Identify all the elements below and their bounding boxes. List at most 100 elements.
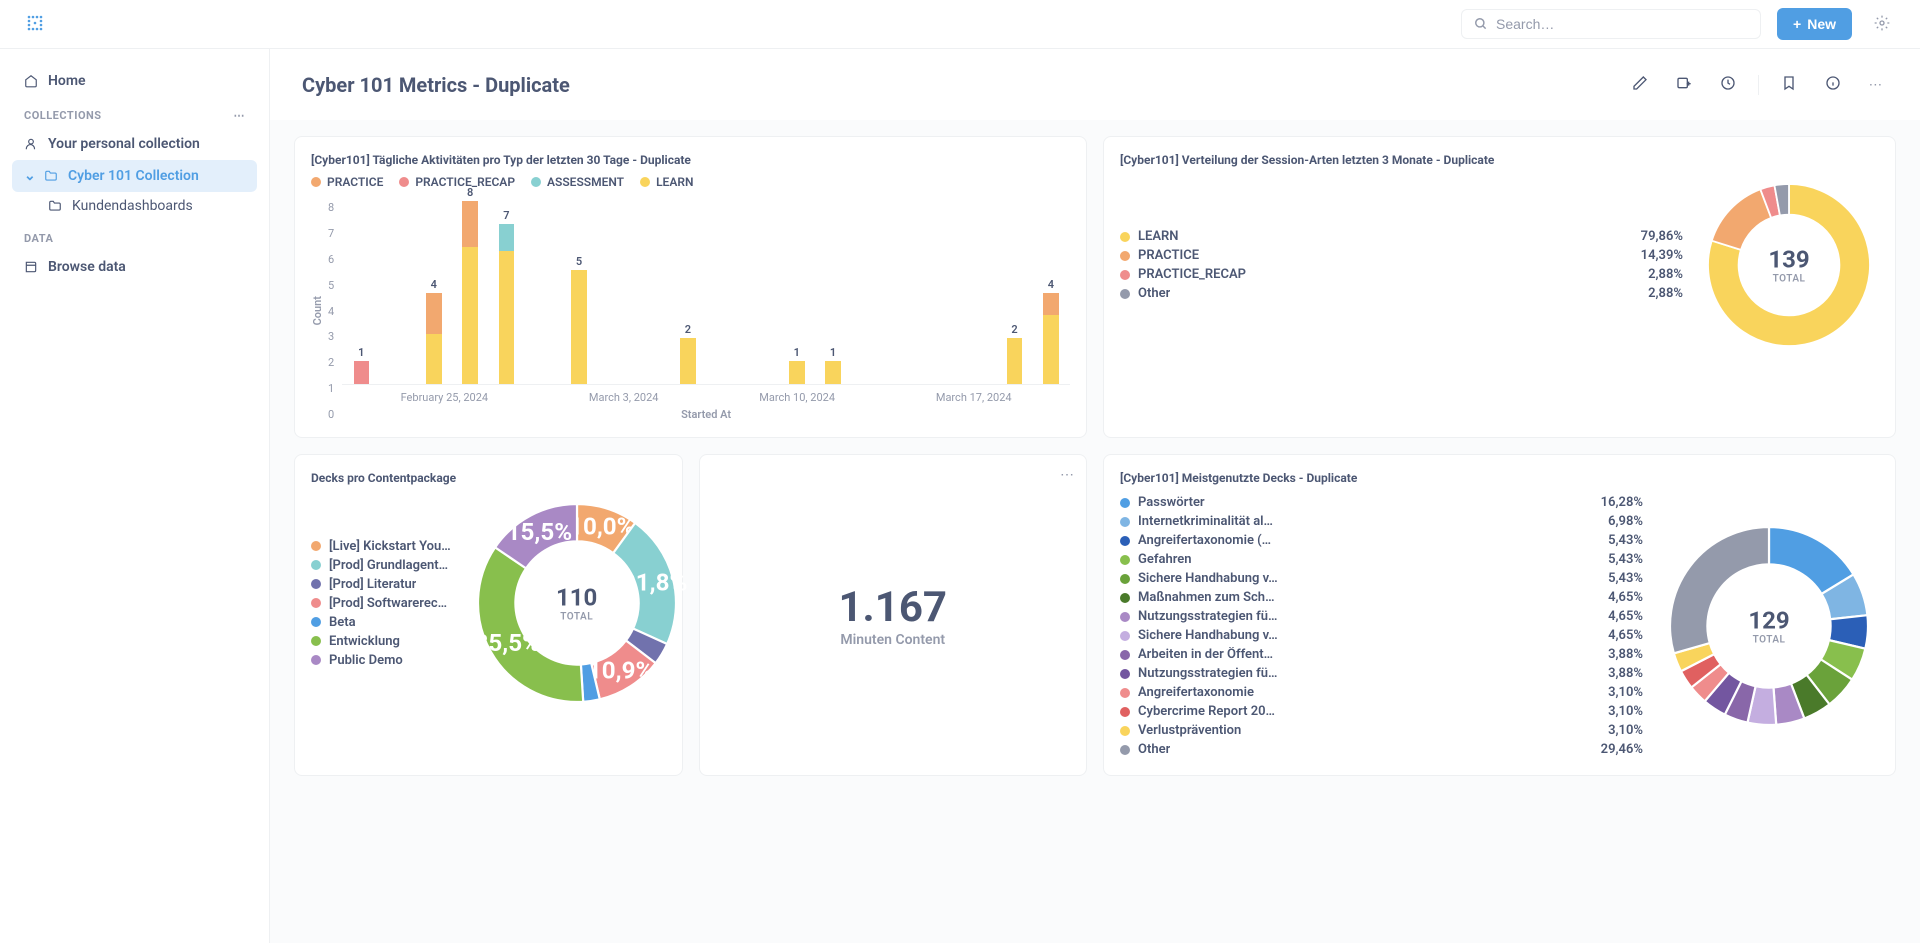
more-button[interactable]: ⋯ bbox=[1863, 71, 1888, 99]
legend-item[interactable]: ASSESSMENT bbox=[531, 175, 624, 189]
legend-item[interactable]: Arbeiten in der Öffent…3,88% bbox=[1120, 645, 1643, 664]
legend-item[interactable]: Maßnahmen zum Sch…4,65% bbox=[1120, 588, 1643, 607]
legend-item[interactable]: Angreifertaxonomie (…5,43% bbox=[1120, 531, 1643, 550]
sessions-donut-card: [Cyber101] Verteilung der Session-Arten … bbox=[1103, 136, 1896, 438]
legend-pct: 4,65% bbox=[1608, 590, 1643, 605]
y-axis-label: Count bbox=[311, 296, 324, 325]
legend-dot bbox=[1120, 232, 1130, 242]
legend-item[interactable]: Passwörter16,28% bbox=[1120, 493, 1643, 512]
bar-column[interactable] bbox=[749, 201, 771, 384]
legend-item[interactable]: Nutzungsstrategien fü…4,65% bbox=[1120, 607, 1643, 626]
edit-button[interactable] bbox=[1626, 69, 1654, 100]
bar-column[interactable]: 7 bbox=[495, 201, 517, 384]
legend-pct: 3,10% bbox=[1608, 723, 1643, 738]
nav-kundendashboards[interactable]: Kundendashboards bbox=[36, 192, 257, 220]
legend-item[interactable]: LEARN79,86% bbox=[1120, 227, 1683, 246]
bar-column[interactable]: 1 bbox=[822, 201, 844, 384]
bar-column[interactable]: 1 bbox=[786, 201, 808, 384]
bar-column[interactable] bbox=[931, 201, 953, 384]
legend-label: Arbeiten in der Öffent… bbox=[1138, 647, 1273, 662]
legend-item[interactable]: PRACTICE14,39% bbox=[1120, 246, 1683, 265]
bar-column[interactable]: 5 bbox=[568, 201, 590, 384]
history-button[interactable] bbox=[1714, 69, 1742, 100]
legend-item[interactable]: Other29,46% bbox=[1120, 740, 1643, 759]
nav-browse-data[interactable]: Browse data bbox=[12, 251, 257, 283]
bar-column[interactable] bbox=[386, 201, 408, 384]
search-box[interactable] bbox=[1461, 9, 1761, 39]
bar-column[interactable] bbox=[604, 201, 626, 384]
bar-column[interactable]: 4 bbox=[1040, 201, 1062, 384]
legend-label: PRACTICE bbox=[1138, 248, 1199, 263]
legend-label: Sichere Handhabung v… bbox=[1138, 571, 1278, 586]
legend-item[interactable]: Nutzungsstrategien fü…3,88% bbox=[1120, 664, 1643, 683]
legend-item[interactable]: [Live] Kickstart You… bbox=[311, 537, 451, 556]
settings-button[interactable] bbox=[1868, 9, 1896, 40]
legend-dot bbox=[1120, 726, 1130, 736]
legend-item[interactable]: [Prod] Literatur bbox=[311, 575, 451, 594]
legend-item[interactable]: Verlustprävention3,10% bbox=[1120, 721, 1643, 740]
legend-item[interactable]: [Prod] Softwarerec… bbox=[311, 594, 451, 613]
legend-item[interactable]: LEARN bbox=[640, 175, 693, 189]
info-button[interactable] bbox=[1819, 69, 1847, 100]
decks-donut-card: Decks pro Contentpackage [Live] Kickstar… bbox=[294, 454, 683, 776]
add-icon bbox=[1676, 75, 1692, 91]
donut-legend: Passwörter16,28%Internetkriminalität al…… bbox=[1120, 493, 1643, 759]
legend-item[interactable]: Cybercrime Report 20…3,10% bbox=[1120, 702, 1643, 721]
info-icon bbox=[1825, 75, 1841, 91]
search-input[interactable] bbox=[1496, 16, 1748, 32]
legend-item[interactable]: Entwicklung bbox=[311, 632, 451, 651]
add-card-button[interactable] bbox=[1670, 69, 1698, 100]
card-menu-button[interactable]: ⋯ bbox=[1060, 467, 1074, 483]
scalar-value: 1.167 bbox=[838, 583, 947, 632]
folder-icon bbox=[48, 199, 62, 213]
nav-personal-collection[interactable]: Your personal collection bbox=[12, 128, 257, 160]
pencil-icon bbox=[1632, 75, 1648, 91]
legend-item[interactable]: Beta bbox=[311, 613, 451, 632]
legend-pct: 3,10% bbox=[1608, 685, 1643, 700]
bar-column[interactable] bbox=[713, 201, 735, 384]
donut-chart: 129 TOTAL bbox=[1659, 516, 1879, 736]
legend-item[interactable]: [Prod] Grundlagent… bbox=[311, 556, 451, 575]
legend-dot bbox=[311, 655, 321, 665]
legend-item[interactable]: Gefahren5,43% bbox=[1120, 550, 1643, 569]
bookmark-icon bbox=[1781, 75, 1797, 91]
legend-item[interactable]: Other2,88% bbox=[1120, 284, 1683, 303]
legend-dot bbox=[1120, 593, 1130, 603]
legend-label: [Live] Kickstart You… bbox=[329, 539, 451, 554]
legend-dot bbox=[1120, 631, 1130, 641]
legend-item[interactable]: Sichere Handhabung v…5,43% bbox=[1120, 569, 1643, 588]
new-button[interactable]: + New bbox=[1777, 8, 1852, 40]
bar-column[interactable]: 2 bbox=[1004, 201, 1026, 384]
bookmark-button[interactable] bbox=[1775, 69, 1803, 100]
bar-column[interactable]: 2 bbox=[677, 201, 699, 384]
legend-item[interactable]: PRACTICE bbox=[311, 175, 383, 189]
legend-label: [Prod] Softwarerec… bbox=[329, 596, 447, 611]
legend-item[interactable]: Public Demo bbox=[311, 651, 451, 670]
bar-column[interactable]: 4 bbox=[423, 201, 445, 384]
bar-column[interactable] bbox=[532, 201, 554, 384]
legend-item[interactable]: Sichere Handhabung v…4,65% bbox=[1120, 626, 1643, 645]
legend-item[interactable]: PRACTICE_RECAP2,88% bbox=[1120, 265, 1683, 284]
ellipsis-icon[interactable]: ⋯ bbox=[234, 109, 246, 122]
bar-column[interactable] bbox=[641, 201, 663, 384]
legend-dot bbox=[1120, 612, 1130, 622]
bar-column[interactable] bbox=[967, 201, 989, 384]
nav-home[interactable]: Home bbox=[12, 65, 257, 97]
legend-pct: 5,43% bbox=[1608, 533, 1643, 548]
legend-item[interactable]: PRACTICE_RECAP bbox=[399, 175, 515, 189]
legend-item[interactable]: Internetkriminalität al…6,98% bbox=[1120, 512, 1643, 531]
nav-cyber101-collection[interactable]: ⌄ Cyber 101 Collection bbox=[12, 160, 257, 192]
scalar-label: Minuten Content bbox=[840, 632, 945, 648]
legend-item[interactable]: Angreifertaxonomie3,10% bbox=[1120, 683, 1643, 702]
legend-label: Beta bbox=[329, 615, 356, 630]
bar-column[interactable] bbox=[895, 201, 917, 384]
legend-label: Nutzungsstrategien fü… bbox=[1138, 666, 1277, 681]
legend-dot bbox=[1120, 574, 1130, 584]
gear-icon bbox=[1874, 15, 1890, 31]
legend-pct: 5,43% bbox=[1608, 552, 1643, 567]
legend-pct: 2,88% bbox=[1648, 286, 1683, 301]
app-logo[interactable] bbox=[24, 12, 48, 36]
bar-column[interactable]: 1 bbox=[350, 201, 372, 384]
bar-column[interactable] bbox=[858, 201, 880, 384]
bar-column[interactable]: 8 bbox=[459, 201, 481, 384]
